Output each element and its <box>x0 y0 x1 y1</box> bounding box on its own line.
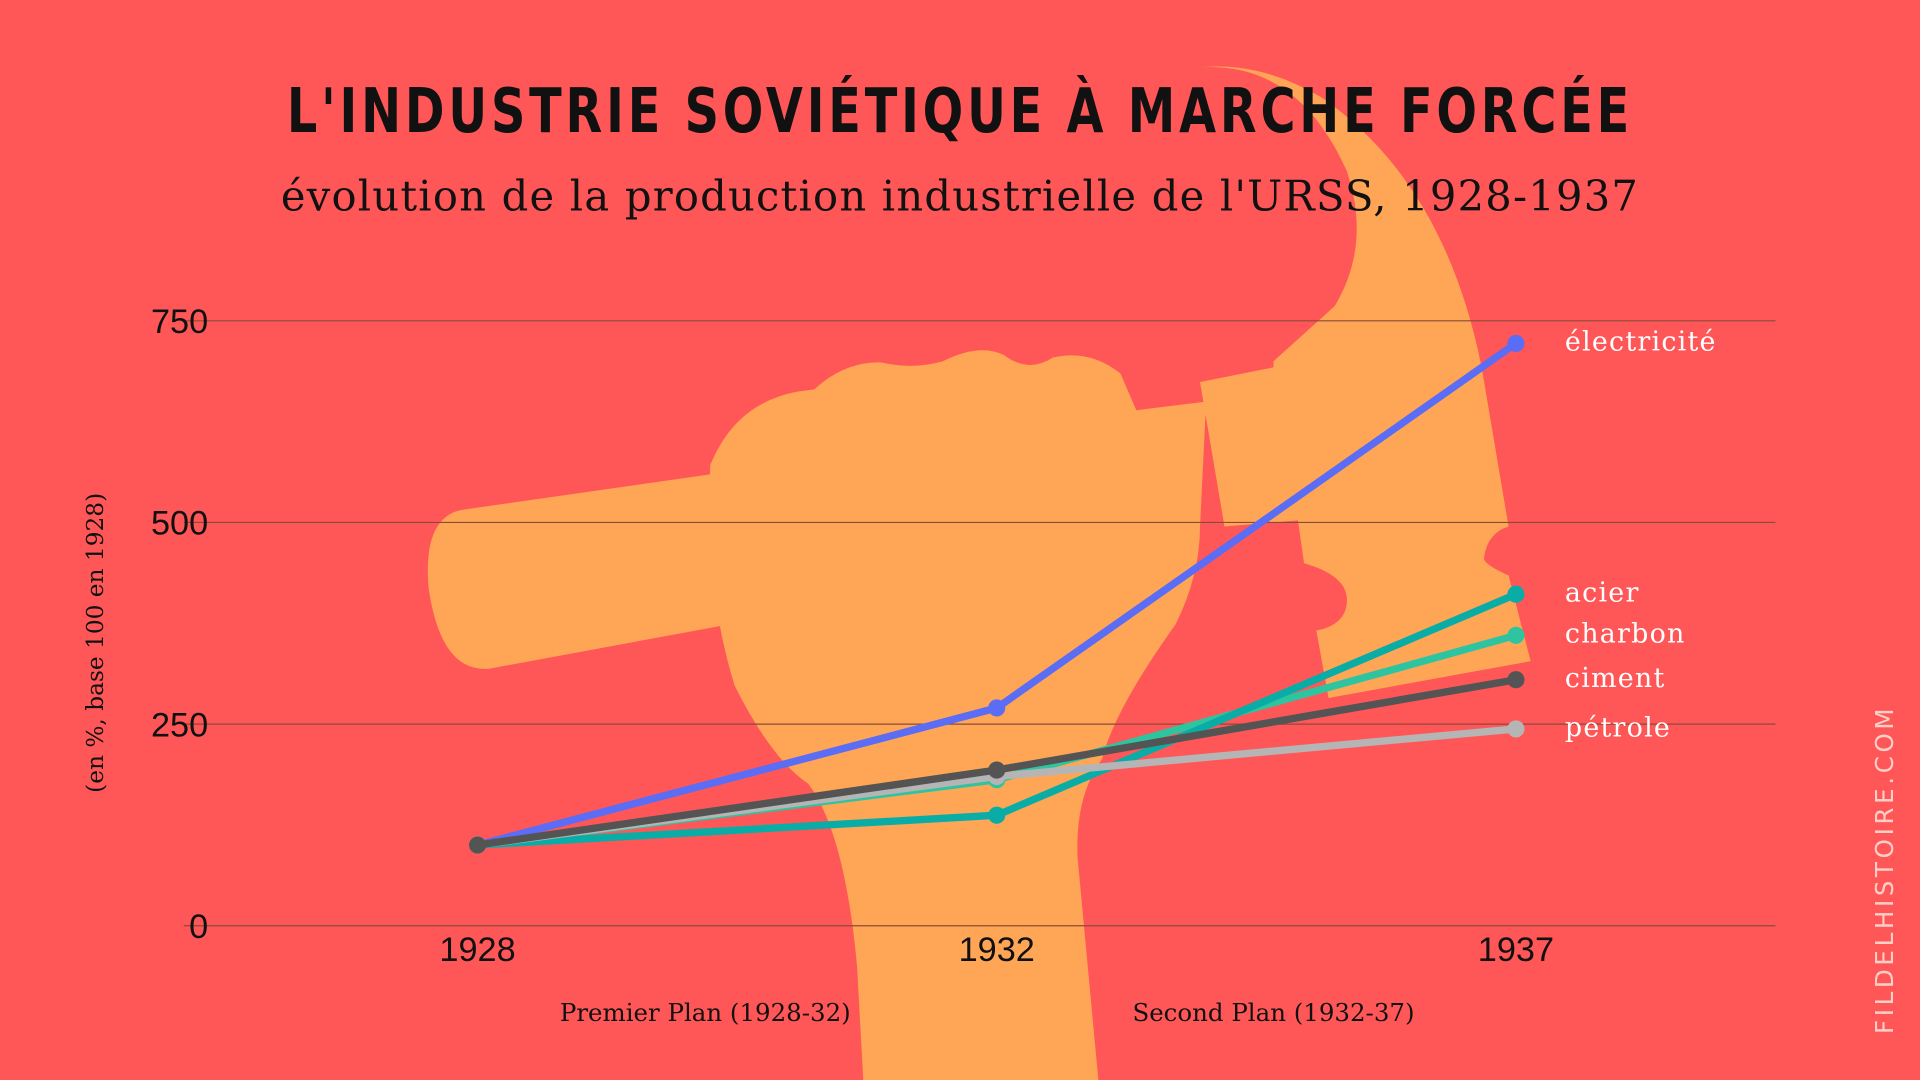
y-tick-label: 750 <box>151 303 208 341</box>
y-tick-label: 500 <box>151 505 208 543</box>
x-tick-label: 1932 <box>959 931 1035 969</box>
y-axis-label: (en %, base 100 en 1928) <box>82 493 109 793</box>
series-label-acier: acier <box>1565 578 1640 609</box>
data-point-électricité <box>1507 334 1525 352</box>
x-tick-label: 1928 <box>439 931 515 969</box>
series-label-électricité: électricité <box>1565 327 1717 358</box>
chart-subtitle: évolution de la production industrielle … <box>281 172 1639 221</box>
data-point-ciment <box>988 761 1006 779</box>
watermark: FILDELHISTOIRE.COM <box>1870 705 1899 1034</box>
period-label-first-plan: Premier Plan (1928-32) <box>560 998 851 1027</box>
x-tick-label: 1937 <box>1478 931 1554 969</box>
period-label-second-plan: Second Plan (1932-37) <box>1132 998 1414 1027</box>
y-tick-label: 250 <box>151 706 208 744</box>
chart-title: L'INDUSTRIE SOVIÉTIQUE À MARCHE FORCÉE <box>287 74 1633 146</box>
data-point-charbon <box>1507 626 1525 644</box>
series-label-pétrole: pétrole <box>1565 712 1671 743</box>
series-label-ciment: ciment <box>1565 663 1666 694</box>
data-point-électricité <box>988 699 1006 717</box>
data-point-acier <box>988 806 1006 824</box>
data-point-acier <box>1507 585 1525 603</box>
data-point-pétrole <box>1507 720 1525 738</box>
data-point-ciment <box>1507 671 1525 689</box>
series-label-charbon: charbon <box>1565 619 1686 650</box>
data-point-ciment <box>468 836 487 854</box>
y-tick-label: 0 <box>189 908 208 946</box>
